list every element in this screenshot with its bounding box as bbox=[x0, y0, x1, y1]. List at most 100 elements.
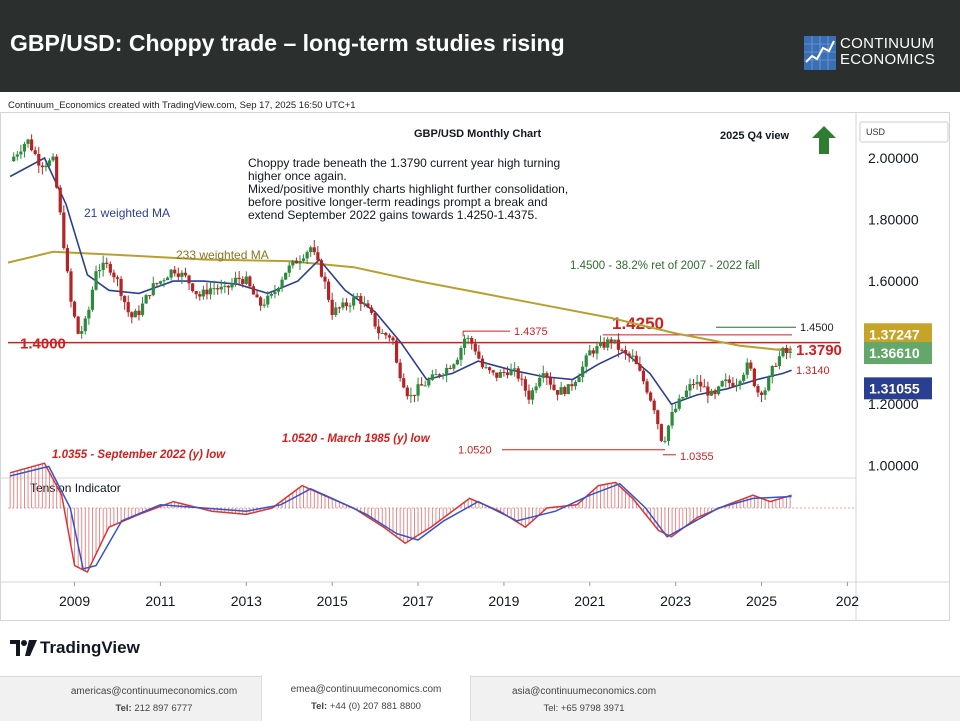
candle-body bbox=[291, 260, 295, 266]
candle-body bbox=[101, 262, 105, 271]
candle-body bbox=[448, 367, 452, 369]
candle-body bbox=[173, 269, 177, 274]
y-tick-label: 1.20000 bbox=[868, 396, 919, 412]
candle-body bbox=[759, 392, 764, 395]
candle-body bbox=[176, 273, 180, 277]
candle-body bbox=[581, 366, 585, 378]
candle-body bbox=[631, 355, 635, 357]
candle-body bbox=[623, 349, 628, 354]
candle-body bbox=[788, 351, 792, 354]
footer-emea: emea@continuumeconomics.com Tel: +44 (0)… bbox=[261, 675, 471, 721]
candle-body bbox=[713, 390, 717, 395]
candle-body bbox=[330, 299, 334, 315]
candle-body bbox=[445, 367, 449, 375]
candle-body bbox=[674, 408, 678, 413]
tension-label: Tension Indicator bbox=[30, 481, 121, 495]
candle-body bbox=[552, 384, 556, 391]
candle-body bbox=[391, 337, 395, 341]
price-tag bbox=[864, 342, 932, 365]
x-tick-label: 2013 bbox=[231, 593, 262, 609]
candle-body bbox=[545, 373, 549, 378]
candle-body bbox=[488, 367, 492, 371]
candle-body bbox=[191, 283, 195, 292]
candle-body bbox=[151, 283, 155, 296]
footer-email-asia[interactable]: asia@continuumeconomics.com bbox=[511, 686, 657, 697]
candle-body bbox=[219, 286, 223, 290]
candle-body bbox=[108, 263, 112, 273]
candle-body bbox=[416, 384, 420, 396]
candle-body bbox=[745, 362, 749, 375]
candle-body bbox=[688, 384, 692, 391]
candle-body bbox=[462, 338, 467, 349]
candle-body bbox=[62, 212, 66, 249]
candle-body bbox=[169, 269, 173, 278]
candle-body bbox=[434, 374, 438, 376]
chart-title: GBP/USD Monthly Chart bbox=[414, 128, 541, 140]
candle-body bbox=[470, 337, 474, 344]
candle-body bbox=[681, 397, 685, 399]
price-tag-label: 1.31055 bbox=[869, 380, 920, 396]
price-tag-label: 1.36610 bbox=[869, 345, 920, 361]
x-tick-label: 2019 bbox=[488, 593, 519, 609]
candle-body bbox=[352, 297, 356, 306]
candle-body bbox=[15, 154, 19, 157]
candle-body bbox=[484, 367, 488, 369]
footer-email-americas[interactable]: americas@continuumeconomics.com bbox=[70, 686, 238, 697]
currency-label: USD bbox=[866, 127, 886, 137]
candle-body bbox=[641, 370, 646, 382]
candle-body bbox=[606, 339, 610, 348]
y-tick-label: 1.80000 bbox=[868, 212, 919, 228]
candle-body bbox=[387, 335, 392, 338]
candle-body bbox=[377, 326, 381, 334]
candle-body bbox=[473, 343, 477, 352]
price-chart[interactable]: 2.00000 1.80000 1.60000 1.20000 1.00000 USD 20… bbox=[0, 112, 960, 622]
x-tick-label: 2011 bbox=[145, 593, 175, 609]
candle-body bbox=[22, 143, 27, 152]
x-tick-label: 2009 bbox=[59, 593, 90, 609]
candle-body bbox=[40, 165, 44, 168]
candle-body bbox=[441, 374, 445, 376]
candle-body bbox=[165, 277, 170, 281]
commentary-line: before positive longer-term readings pro… bbox=[248, 195, 548, 209]
candle-body bbox=[47, 160, 52, 166]
candle-body bbox=[727, 379, 731, 383]
candle-body bbox=[677, 398, 681, 409]
candle-body bbox=[216, 288, 220, 290]
candle-body bbox=[244, 276, 248, 284]
candle-body bbox=[777, 356, 782, 367]
candle-body bbox=[19, 151, 23, 155]
candle-body bbox=[412, 394, 417, 396]
candle-body bbox=[241, 279, 245, 284]
footer-phone-emea: Tel: +44 (0) 207 881 8800 bbox=[311, 701, 421, 712]
candle-body bbox=[684, 390, 688, 398]
candle-body bbox=[742, 374, 746, 382]
candle-body bbox=[230, 282, 234, 288]
candle-body bbox=[12, 156, 16, 162]
candle-body bbox=[144, 295, 148, 304]
candle-body bbox=[298, 260, 302, 264]
candle-body bbox=[584, 355, 588, 367]
candle-body bbox=[770, 365, 774, 378]
candle-body bbox=[194, 291, 198, 295]
candle-body bbox=[724, 379, 728, 382]
footer-email-emea[interactable]: emea@continuumeconomics.com bbox=[290, 684, 442, 695]
candle-body bbox=[538, 377, 542, 387]
candle-body bbox=[312, 247, 316, 253]
candle-body bbox=[706, 386, 710, 396]
candle-body bbox=[348, 305, 352, 307]
candle-body bbox=[595, 346, 599, 354]
ma21-label: 21 weighted MA bbox=[84, 206, 170, 220]
candle-body bbox=[763, 390, 767, 395]
candle-body bbox=[420, 384, 424, 386]
price-tag-label: 1.37247 bbox=[869, 326, 920, 342]
candle-body bbox=[691, 384, 696, 386]
candle-body bbox=[477, 351, 481, 359]
page-title: GBP/USD: Choppy trade – long-term studie… bbox=[10, 30, 565, 56]
candle-body bbox=[731, 382, 735, 387]
candle-body bbox=[162, 280, 166, 282]
candle-body bbox=[384, 333, 388, 336]
candle-body bbox=[767, 377, 771, 391]
candle-body bbox=[555, 390, 560, 395]
candle-body bbox=[634, 355, 638, 364]
candle-body bbox=[752, 368, 756, 387]
